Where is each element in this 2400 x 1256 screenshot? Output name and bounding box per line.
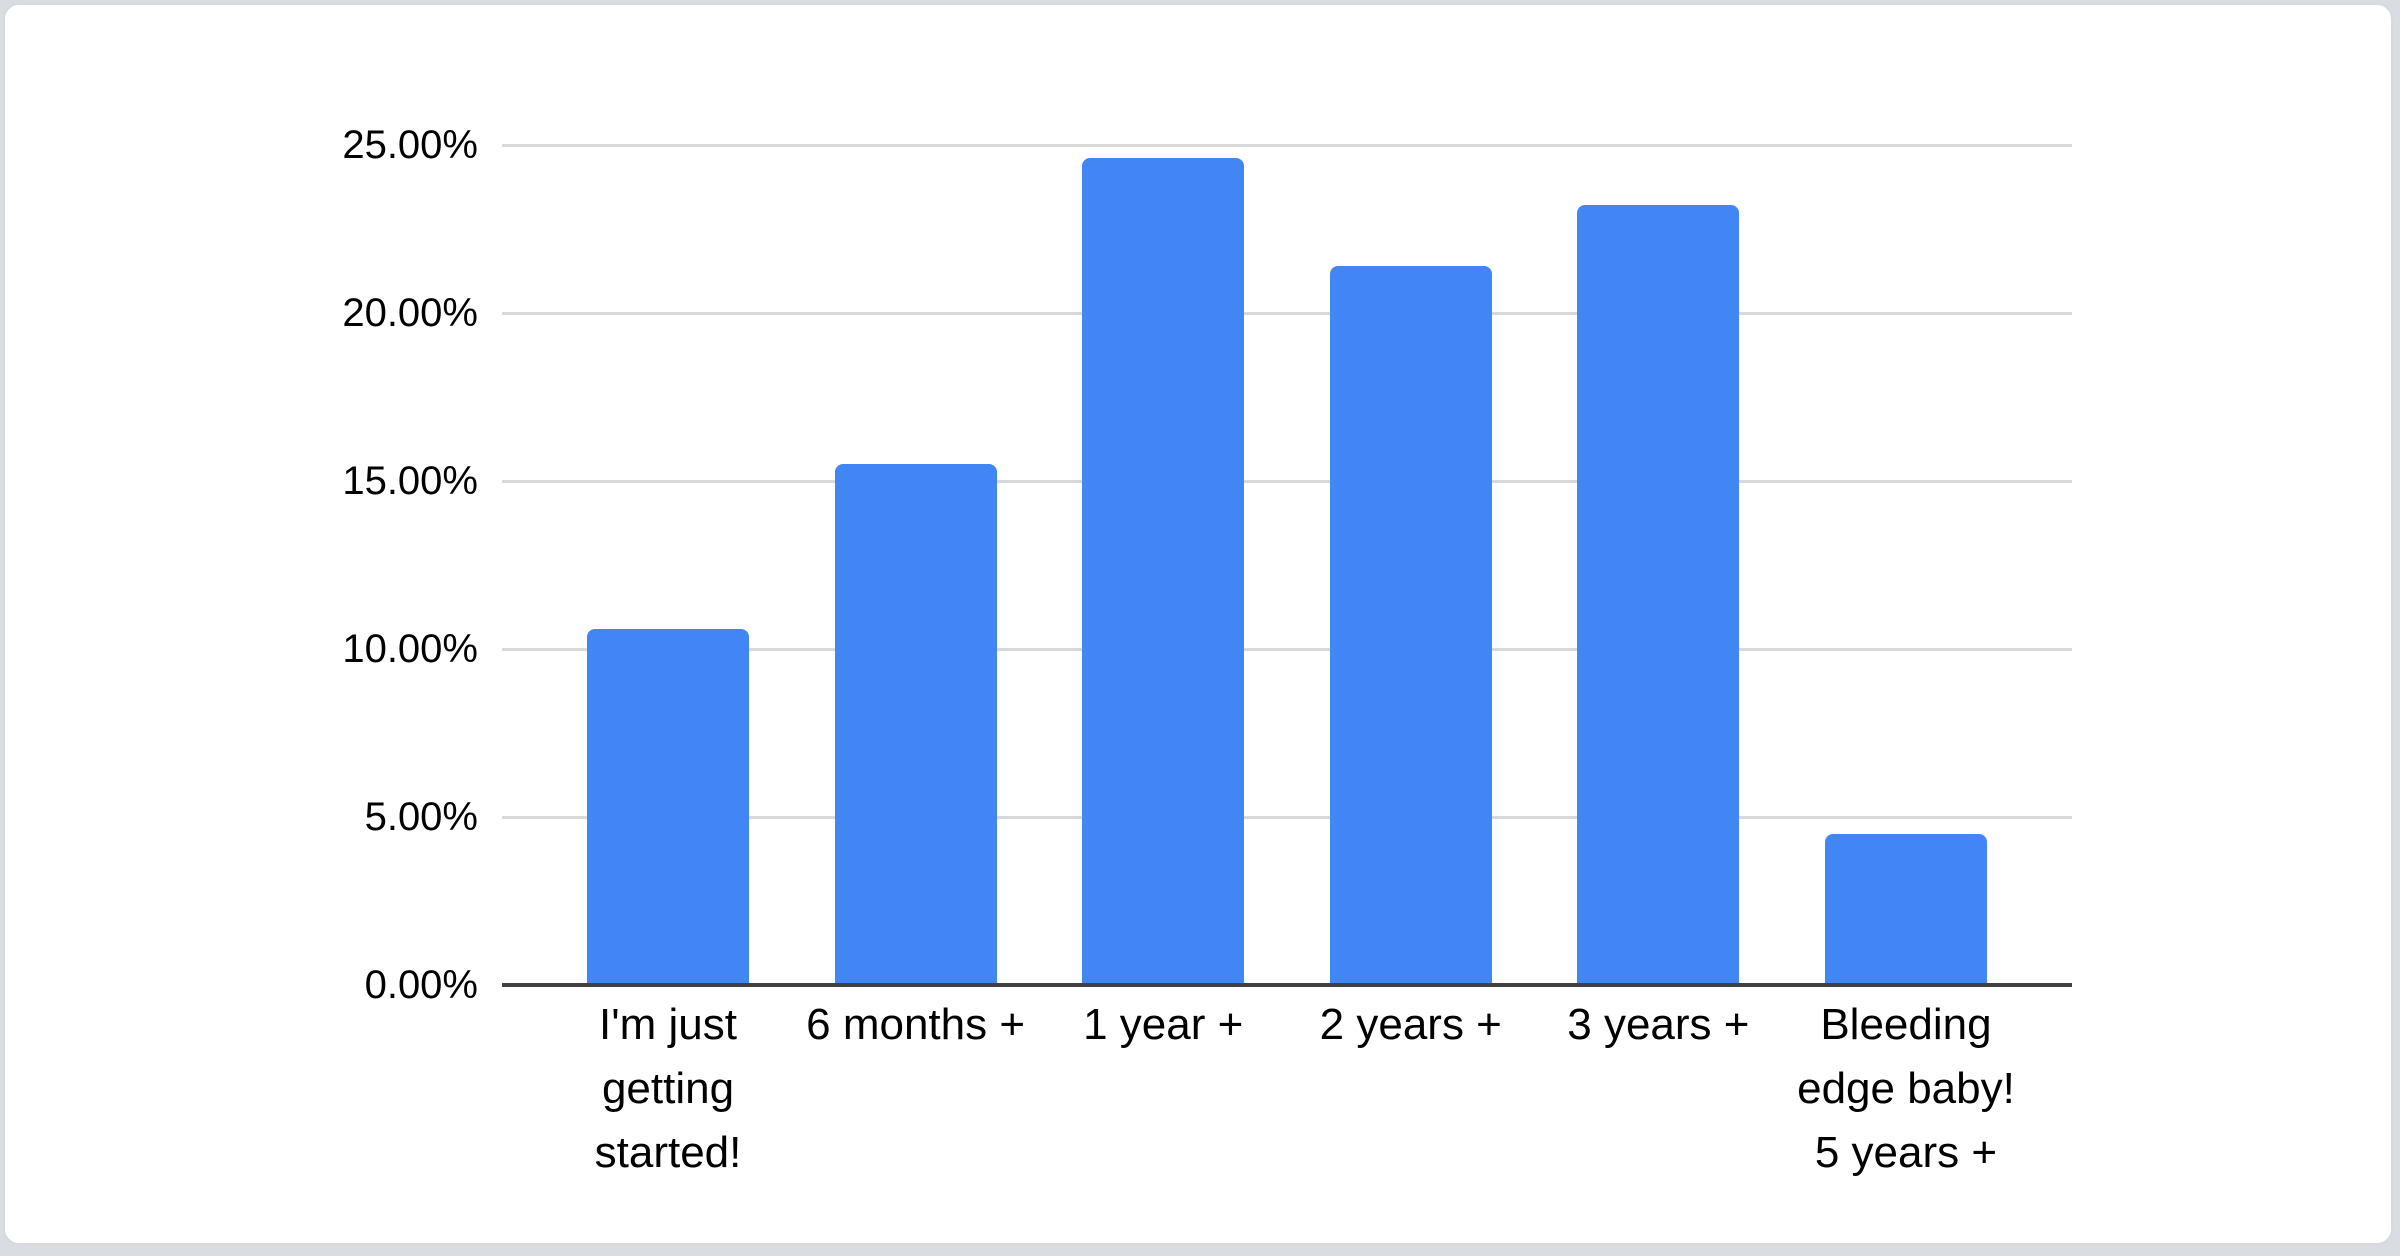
x-axis-line [502, 983, 2072, 987]
y-tick-label: 10.00% [342, 627, 478, 671]
x-category-label: Bleeding edge baby! 5 years + [1797, 1000, 2015, 1177]
y-tick-label: 5.00% [364, 795, 478, 839]
x-label-slot: 2 years + [1320, 993, 1502, 1203]
x-category-label: 1 year + [1083, 1000, 1244, 1049]
bar[interactable] [1577, 205, 1740, 985]
bar[interactable] [1824, 833, 1987, 985]
bars-row [502, 145, 2072, 985]
gridline [502, 648, 2072, 651]
y-tick-label: 25.00% [342, 123, 478, 167]
x-label-slot: 6 months + [806, 993, 1025, 1203]
x-label-slot: 3 years + [1567, 993, 1749, 1203]
x-category-label: 6 months + [806, 1000, 1026, 1049]
gridline [502, 312, 2072, 315]
gridline [502, 816, 2072, 819]
x-label-slot: I'm just getting started! [587, 993, 749, 1203]
gridlines-layer [502, 144, 2072, 985]
x-category-label: 2 years + [1319, 1000, 1502, 1049]
bar[interactable] [587, 628, 749, 985]
bar[interactable] [1329, 265, 1492, 985]
bar[interactable] [1082, 158, 1245, 985]
plot-area: I'm just getting started! 6 months + 1 yea… [502, 144, 2072, 1177]
y-tick-label: 0.00% [364, 963, 478, 1007]
x-category-label: 3 years + [1567, 1000, 1750, 1049]
x-axis-labels: I'm just getting started! 6 months + 1 yea… [502, 993, 2072, 1203]
x-category-label: I'm just getting started! [594, 1000, 742, 1177]
chart-card: 0.00% 5.00% 10.00% 15.00% 20.00% 25.00% I'm j… [3, 3, 2393, 1245]
x-label-slot: 1 year + [1082, 993, 1244, 1203]
gridline [502, 144, 2072, 147]
y-tick-label: 20.00% [342, 291, 478, 335]
x-label-slot: Bleeding edge baby! 5 years + [1797, 993, 2015, 1203]
bar[interactable] [834, 464, 997, 985]
y-tick-label: 15.00% [342, 459, 478, 503]
gridline [502, 480, 2072, 483]
